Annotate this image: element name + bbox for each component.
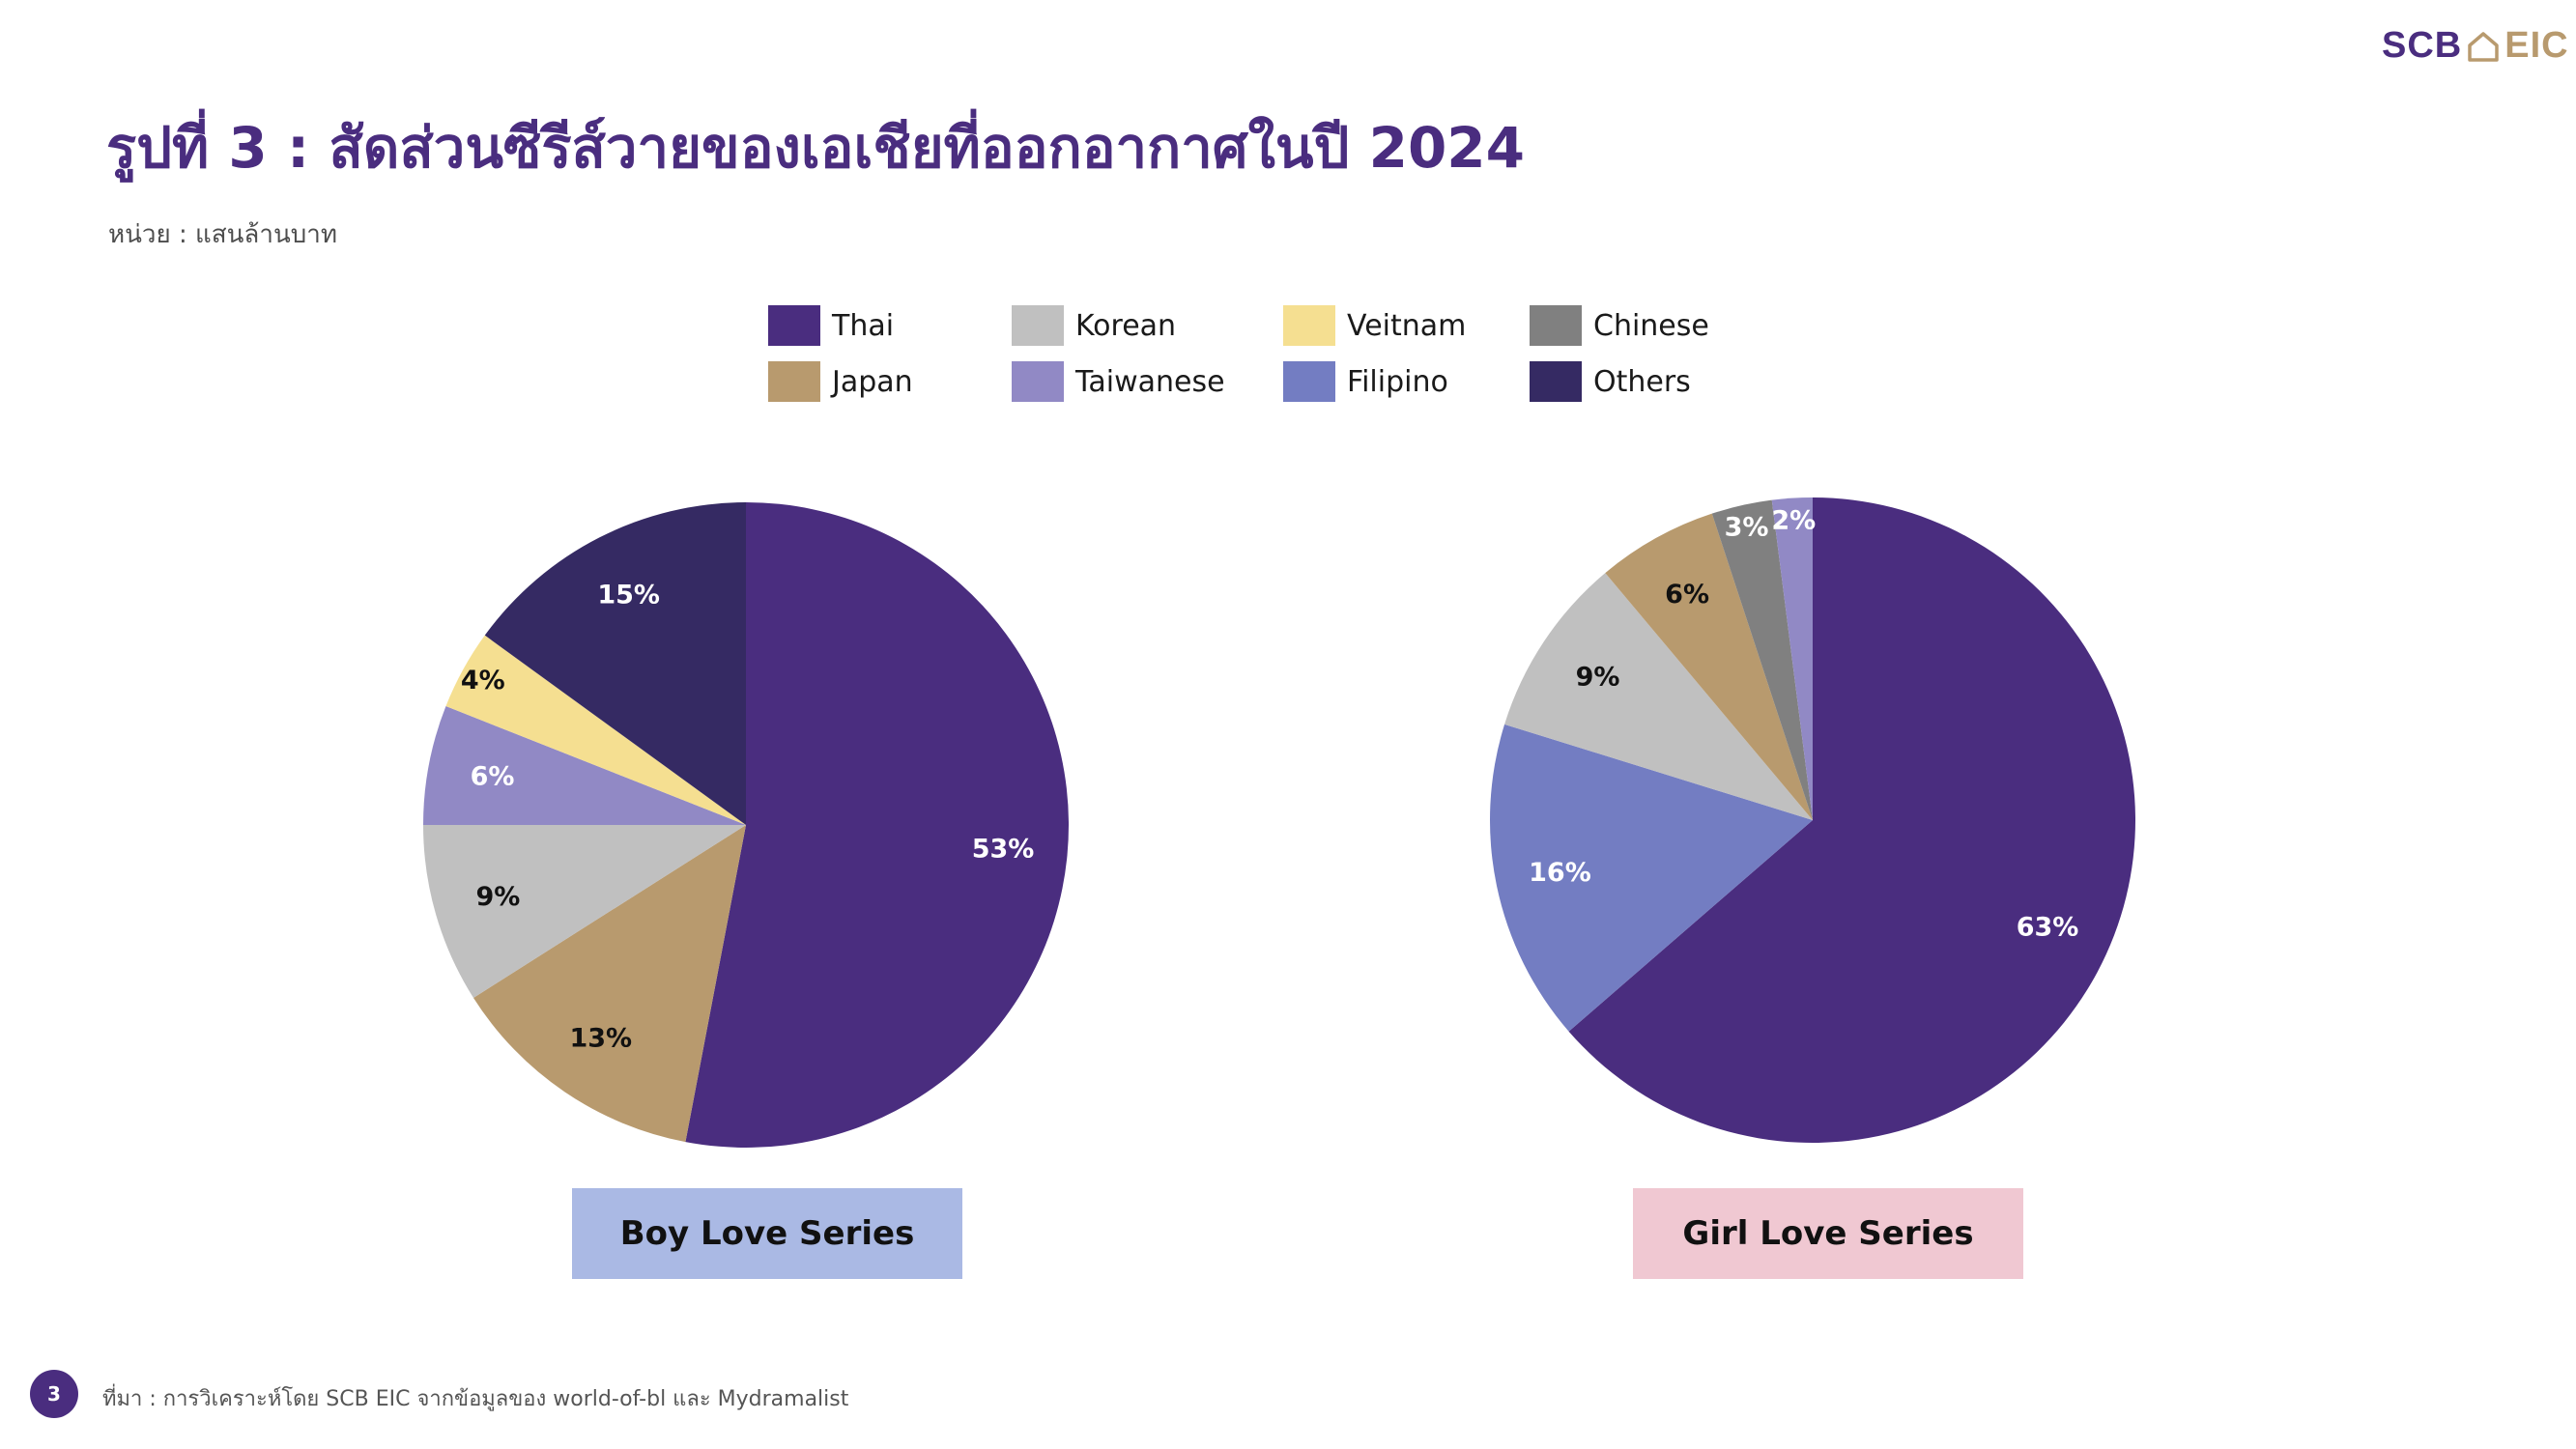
pie-slice-others: [484, 502, 746, 825]
legend-label: Veitnam: [1347, 308, 1467, 343]
pie-slice-filipino: [1490, 724, 1813, 1032]
pie-slice-veitnam: [445, 635, 746, 825]
pie-slice-japan: [472, 825, 746, 1143]
logo-eic-text: EIC: [2504, 25, 2569, 66]
legend-label: Chinese: [1593, 308, 1709, 343]
pie-chart-boy-love: 53% 13% 9% 6% 4% 15%: [423, 502, 1070, 1148]
pie-slice-thai: [1568, 497, 2135, 1143]
house-icon: [2468, 31, 2499, 62]
source-note: ที่มา : การวิเคราะห์โดย SCB EIC จากข้อมู…: [102, 1387, 849, 1411]
pie-slice-thai: [685, 502, 1070, 1148]
legend-item-veitnam: Veitnam: [1283, 305, 1466, 346]
series-label-boy-love: Boy Love Series: [572, 1188, 962, 1279]
pie-data-label: 16%: [1529, 858, 1591, 888]
pie-slice-taiwanese: [423, 706, 746, 825]
unit-label: หน่วย : แสนล้านบาท: [108, 220, 337, 249]
legend-item-japan: Japan: [768, 361, 913, 402]
legend-swatch: [1283, 305, 1335, 346]
pie-data-label: 9%: [1576, 662, 1620, 692]
logo-scb-text: SCB: [2382, 25, 2463, 66]
pie-slice-taiwanese: [1771, 497, 1813, 820]
pie-slice-chinese: [1711, 499, 1813, 820]
pie-slice-japan: [1605, 513, 1813, 820]
pie-slice-korean: [1504, 573, 1813, 820]
legend-item-others: Others: [1530, 361, 1691, 402]
pie-data-label: 9%: [475, 882, 520, 912]
pie-data-label: 63%: [2017, 912, 2079, 942]
pie-data-label: 3%: [1725, 513, 1769, 543]
pie-data-label: 6%: [1665, 580, 1709, 610]
page-number: 3: [30, 1370, 78, 1418]
legend-label: Filipino: [1347, 364, 1448, 399]
pie-data-label: 13%: [569, 1023, 632, 1053]
chart-legend: Thai Korean Veitnam Chinese Japan Taiwan…: [768, 305, 1734, 412]
legend-label: Korean: [1075, 308, 1177, 343]
pie-data-label: 4%: [461, 666, 505, 696]
legend-item-thai: Thai: [768, 305, 894, 346]
legend-swatch: [1283, 361, 1335, 402]
legend-swatch: [768, 305, 820, 346]
page-title: รูปที่ 3 : สัดส่วนซีรีส์วายของเอเชียที่อ…: [106, 115, 1526, 181]
legend-label: Taiwanese: [1075, 364, 1225, 399]
legend-item-filipino: Filipino: [1283, 361, 1448, 402]
pie-data-label: 15%: [597, 580, 660, 610]
legend-swatch: [1530, 361, 1582, 402]
legend-swatch: [1530, 305, 1582, 346]
legend-item-taiwanese: Taiwanese: [1012, 361, 1225, 402]
legend-item-korean: Korean: [1012, 305, 1176, 346]
pie-data-label: 53%: [972, 835, 1035, 865]
legend-swatch: [1012, 361, 1064, 402]
pie-slice-korean: [423, 825, 746, 998]
series-label-girl-love: Girl Love Series: [1633, 1188, 2023, 1279]
legend-label: Thai: [832, 308, 895, 343]
legend-item-chinese: Chinese: [1530, 305, 1709, 346]
legend-swatch: [1012, 305, 1064, 346]
pie-data-label: 6%: [471, 761, 515, 791]
legend-swatch: [768, 361, 820, 402]
pie-data-label: 2%: [1771, 506, 1816, 536]
pie-chart-girl-love: 63% 16% 9% 6% 3% 2%: [1490, 497, 2135, 1143]
legend-label: Japan: [832, 364, 913, 399]
brand-logo: SCB EIC: [2382, 25, 2569, 67]
legend-label: Others: [1593, 364, 1691, 399]
